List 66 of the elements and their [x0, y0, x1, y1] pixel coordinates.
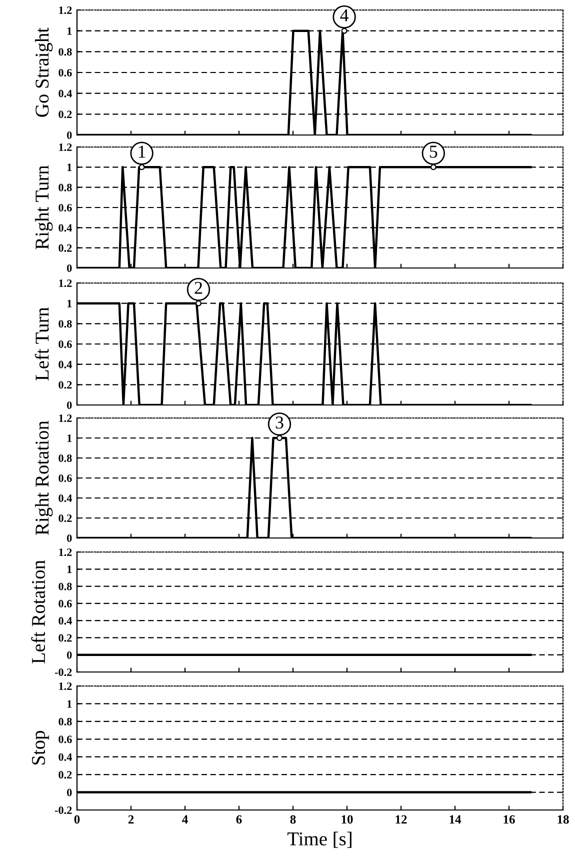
y-tick-label: 1.2: [59, 143, 72, 152]
y-axis-title: Left Turn: [34, 307, 49, 380]
y-tick-label: 1: [67, 300, 72, 308]
y-tick-label: 0.2: [58, 771, 72, 779]
y-tick-label: 1: [67, 434, 72, 442]
y-tick-label: 1.2: [59, 548, 72, 556]
annotation: 1: [138, 146, 146, 158]
x-tick-label: 0: [74, 815, 80, 824]
y-tick-label: 1.2: [59, 414, 72, 422]
y-axis-title: Right Rotation: [35, 420, 53, 535]
y-tick-label: -0.2: [54, 806, 72, 814]
y-tick-label: 1: [67, 566, 72, 573]
y-tick-label: 0: [67, 534, 72, 542]
annotation: 5: [430, 146, 438, 158]
y-tick-label: 0: [67, 651, 72, 659]
x-tick-label: 8: [290, 815, 296, 824]
y-tick-label: 0.4: [58, 753, 72, 761]
y-tick-label: 0: [67, 131, 72, 139]
x-tick-label: 2: [128, 815, 134, 824]
y-tick-label: 0.6: [58, 340, 72, 348]
y-tick-label: 0.6: [58, 204, 72, 212]
y-tick-label: 0: [67, 788, 72, 796]
y-axis-title: Stop: [32, 730, 49, 765]
x-tick-label: 12: [396, 815, 407, 824]
y-tick-label: 1: [67, 27, 72, 35]
y-axis-title: Left Rotation: [31, 560, 46, 664]
x-tick-label: 4: [182, 815, 188, 824]
x-tick-label: 10: [342, 815, 353, 824]
y-tick-label: 0.2: [58, 244, 72, 252]
x-tick-label: 6: [236, 815, 242, 824]
y-tick-label: 0.4: [58, 617, 72, 625]
y-tick-label: 0.8: [58, 184, 72, 192]
y-tick-label: 0.2: [58, 381, 72, 389]
annotation: 4: [340, 9, 349, 22]
x-axis-title: Time [s]: [287, 832, 352, 848]
y-tick-label: 0.8: [58, 454, 72, 462]
y-tick-label: 1: [67, 164, 72, 172]
y-tick-label: 0: [67, 264, 72, 272]
y-tick-label: 0: [67, 401, 72, 409]
y-tick-label: 0.2: [58, 634, 72, 642]
y-tick-label: 0.2: [58, 514, 72, 522]
y-tick-label: 0.6: [58, 68, 72, 77]
y-tick-label: 0.2: [58, 110, 72, 118]
y-axis-title: Right Turn: [35, 165, 53, 250]
y-tick-label: 0.8: [58, 718, 72, 726]
y-tick-label: 1.2: [59, 6, 72, 14]
y-tick-label: 0.6: [58, 600, 72, 608]
y-tick-label: 0.6: [58, 474, 72, 482]
y-tick-label: 0.8: [58, 48, 72, 56]
x-tick-label: 14: [450, 815, 462, 824]
y-tick-label: 0.6: [58, 736, 72, 744]
y-tick-label: -0.2: [54, 668, 72, 676]
y-tick-label: 0.4: [58, 90, 72, 98]
y-tick-label: 1.2: [59, 682, 72, 690]
y-tick-label: 0.8: [58, 582, 72, 590]
x-tick-label: 18: [558, 815, 569, 824]
y-axis-title: Go Straight: [35, 28, 53, 117]
y-tick-label: 1: [67, 700, 72, 708]
y-tick-label: 0.8: [58, 320, 72, 328]
annotation: 3: [276, 416, 284, 429]
y-tick-label: 1.2: [59, 279, 72, 288]
annotation: 2: [194, 282, 202, 294]
x-tick-label: 16: [504, 815, 515, 824]
y-tick-label: 0.4: [58, 224, 72, 232]
y-tick-label: 0.4: [58, 494, 72, 502]
y-tick-label: 0.4: [58, 360, 72, 368]
